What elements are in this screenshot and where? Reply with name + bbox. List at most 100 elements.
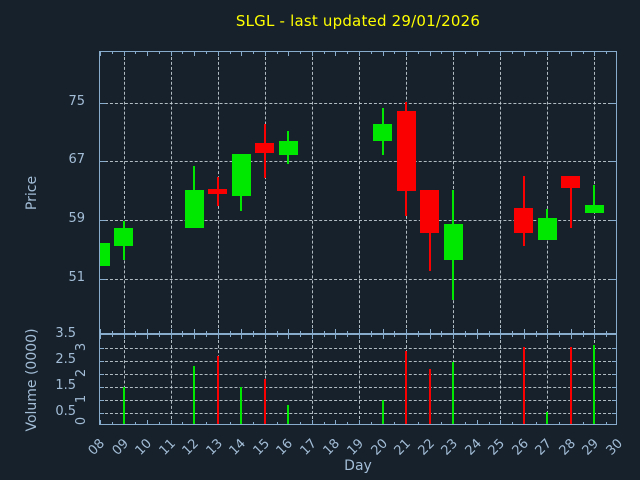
axis-tick (382, 52, 384, 56)
axis-tick (610, 219, 616, 221)
axis-tick (264, 335, 266, 339)
volume-tick-label: 0.5 (55, 404, 76, 419)
volume-bar (452, 362, 455, 424)
grid-line (500, 335, 502, 424)
candle-body (184, 189, 204, 228)
grid-line (170, 335, 172, 424)
axis-tick (406, 329, 408, 333)
axis-tick (323, 52, 325, 54)
axis-tick (123, 52, 125, 56)
axis-tick (612, 348, 616, 349)
axis-tick (606, 422, 608, 424)
axis-tick (535, 422, 537, 424)
axis-tick (253, 52, 255, 54)
volume-tick-label-rotated: 3 (74, 342, 89, 352)
chart-title: SLGL - last updated 29/01/2026 (235, 12, 481, 30)
axis-tick (594, 335, 596, 339)
axis-tick (100, 420, 101, 424)
axis-tick (135, 422, 137, 424)
grid-line (311, 335, 313, 424)
axis-tick (300, 331, 302, 333)
axis-tick (147, 335, 149, 339)
grid-line (100, 278, 616, 280)
axis-tick (476, 52, 478, 56)
axis-tick (300, 52, 302, 54)
grid-line (547, 335, 549, 424)
grid-line (100, 374, 616, 375)
axis-tick (100, 374, 104, 375)
axis-tick (276, 335, 278, 337)
axis-tick (417, 331, 419, 333)
axis-tick (158, 335, 160, 337)
axis-tick (347, 52, 349, 54)
axis-tick (288, 329, 290, 333)
candle-body (231, 153, 251, 196)
axis-tick (359, 335, 360, 339)
axis-tick (170, 335, 172, 339)
grid-line (100, 387, 616, 388)
axis-tick (158, 422, 160, 424)
axis-tick (205, 335, 207, 337)
axis-tick (500, 52, 502, 56)
axis-tick (417, 52, 419, 54)
volume-tick-label: 3.5 (55, 326, 76, 341)
axis-tick (100, 329, 101, 333)
axis-tick (535, 331, 537, 333)
grid-line (100, 219, 616, 221)
axis-tick (441, 331, 443, 333)
axis-tick (406, 335, 408, 339)
axis-tick (512, 52, 514, 54)
axis-tick (276, 52, 278, 54)
price-tick-label: 67 (68, 152, 85, 168)
axis-tick (123, 329, 125, 333)
axis-tick (359, 420, 360, 424)
axis-tick (323, 335, 325, 337)
volume-bar (193, 366, 196, 424)
grid-line (359, 335, 360, 424)
axis-tick (417, 422, 419, 424)
axis-tick (464, 52, 466, 54)
axis-tick (311, 420, 313, 424)
axis-tick (100, 361, 104, 362)
volume-bar (522, 346, 525, 424)
candle-body (420, 189, 440, 234)
axis-tick (194, 335, 196, 339)
axis-tick (147, 420, 149, 424)
volume-chart (99, 334, 617, 425)
axis-tick (582, 422, 584, 424)
candle-body (373, 123, 393, 141)
axis-tick (147, 329, 149, 333)
axis-tick (406, 52, 408, 56)
axis-tick (100, 387, 104, 388)
axis-tick (241, 52, 243, 56)
axis-tick (547, 52, 549, 56)
candle-body (514, 208, 534, 234)
axis-tick (464, 422, 466, 424)
axis-tick (464, 331, 466, 333)
axis-tick (612, 374, 616, 375)
axis-tick (394, 331, 396, 333)
candle-body (443, 224, 463, 261)
axis-tick (264, 52, 266, 56)
candle-body (584, 205, 604, 214)
axis-tick (429, 329, 431, 333)
axis-tick (453, 329, 455, 333)
axis-tick (288, 335, 290, 339)
axis-tick (170, 420, 172, 424)
axis-tick (610, 102, 616, 104)
axis-tick (253, 335, 255, 337)
axis-tick (500, 335, 502, 339)
axis-tick (182, 335, 184, 337)
axis-tick (347, 331, 349, 333)
axis-tick (453, 52, 455, 56)
axis-tick (488, 335, 490, 337)
grid-line (123, 335, 125, 424)
axis-tick (253, 422, 255, 424)
volume-bar (546, 411, 549, 424)
axis-tick (100, 278, 106, 280)
axis-tick (111, 52, 113, 54)
price-tick-label: 51 (68, 269, 85, 285)
axis-tick (476, 420, 478, 424)
grid-line (100, 161, 616, 163)
axis-tick (512, 331, 514, 333)
